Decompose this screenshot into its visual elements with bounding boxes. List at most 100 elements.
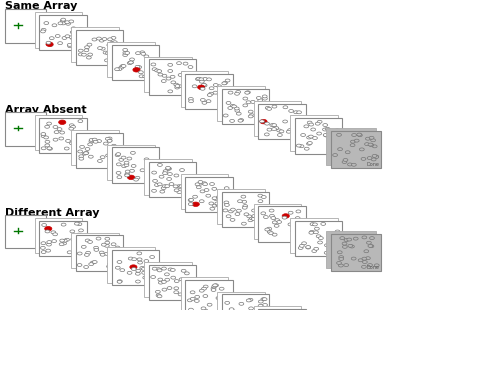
Circle shape bbox=[338, 251, 342, 254]
Circle shape bbox=[174, 280, 179, 283]
Circle shape bbox=[248, 298, 253, 301]
Circle shape bbox=[366, 241, 372, 244]
Circle shape bbox=[274, 127, 278, 130]
Circle shape bbox=[344, 238, 349, 241]
Circle shape bbox=[64, 238, 70, 241]
Circle shape bbox=[59, 243, 64, 246]
Circle shape bbox=[198, 182, 202, 185]
Circle shape bbox=[158, 278, 162, 281]
Circle shape bbox=[130, 151, 136, 154]
Circle shape bbox=[298, 247, 303, 250]
Circle shape bbox=[243, 104, 248, 107]
Circle shape bbox=[106, 137, 110, 140]
Circle shape bbox=[108, 42, 113, 45]
Circle shape bbox=[265, 228, 270, 231]
Circle shape bbox=[335, 129, 340, 132]
Circle shape bbox=[203, 309, 208, 312]
Circle shape bbox=[296, 111, 302, 114]
Circle shape bbox=[232, 318, 236, 321]
Circle shape bbox=[258, 99, 262, 102]
Circle shape bbox=[53, 233, 58, 236]
Circle shape bbox=[112, 41, 117, 44]
Circle shape bbox=[212, 285, 216, 288]
Circle shape bbox=[183, 89, 188, 92]
Circle shape bbox=[236, 209, 242, 212]
Circle shape bbox=[374, 357, 378, 360]
Circle shape bbox=[190, 297, 195, 300]
Circle shape bbox=[136, 272, 140, 275]
Circle shape bbox=[362, 265, 366, 268]
Circle shape bbox=[179, 278, 184, 281]
Circle shape bbox=[188, 98, 194, 100]
Circle shape bbox=[218, 295, 224, 298]
Circle shape bbox=[150, 274, 155, 277]
Circle shape bbox=[210, 207, 214, 210]
Circle shape bbox=[370, 361, 374, 364]
Circle shape bbox=[297, 320, 302, 323]
Circle shape bbox=[243, 205, 248, 208]
Circle shape bbox=[100, 47, 105, 50]
Circle shape bbox=[288, 211, 293, 214]
Circle shape bbox=[73, 245, 78, 248]
Circle shape bbox=[70, 124, 74, 127]
Circle shape bbox=[157, 295, 162, 298]
Circle shape bbox=[372, 158, 376, 161]
Circle shape bbox=[216, 297, 221, 300]
Circle shape bbox=[328, 349, 333, 352]
Circle shape bbox=[152, 68, 157, 71]
Circle shape bbox=[169, 183, 174, 185]
Circle shape bbox=[261, 103, 266, 106]
Circle shape bbox=[296, 328, 301, 331]
Circle shape bbox=[89, 263, 94, 266]
Circle shape bbox=[154, 184, 160, 187]
Circle shape bbox=[188, 199, 193, 202]
Circle shape bbox=[46, 249, 50, 252]
Bar bbox=[222, 294, 269, 330]
Circle shape bbox=[222, 81, 228, 84]
Circle shape bbox=[177, 191, 182, 194]
Bar bbox=[148, 265, 196, 300]
Circle shape bbox=[45, 140, 50, 143]
Circle shape bbox=[108, 265, 112, 268]
Circle shape bbox=[299, 355, 304, 358]
Circle shape bbox=[106, 52, 110, 54]
Bar bbox=[326, 128, 376, 166]
Circle shape bbox=[258, 304, 263, 307]
Circle shape bbox=[211, 287, 216, 290]
Circle shape bbox=[71, 238, 76, 241]
Circle shape bbox=[156, 290, 160, 293]
Circle shape bbox=[108, 262, 112, 265]
Circle shape bbox=[234, 107, 239, 110]
Circle shape bbox=[141, 52, 146, 55]
Circle shape bbox=[336, 349, 341, 352]
Circle shape bbox=[358, 134, 362, 137]
Circle shape bbox=[210, 183, 214, 185]
Circle shape bbox=[310, 333, 314, 336]
Circle shape bbox=[176, 185, 182, 188]
Circle shape bbox=[107, 139, 112, 142]
Circle shape bbox=[183, 292, 188, 295]
Circle shape bbox=[296, 119, 300, 122]
Circle shape bbox=[223, 209, 228, 212]
Circle shape bbox=[117, 280, 122, 283]
Circle shape bbox=[78, 49, 83, 52]
Circle shape bbox=[162, 185, 168, 188]
Circle shape bbox=[275, 219, 280, 222]
Text: Different Array: Different Array bbox=[5, 208, 100, 217]
Circle shape bbox=[242, 206, 247, 209]
Circle shape bbox=[107, 137, 112, 140]
Circle shape bbox=[115, 246, 120, 249]
Circle shape bbox=[84, 152, 89, 155]
Circle shape bbox=[350, 144, 355, 147]
Circle shape bbox=[300, 336, 304, 339]
Circle shape bbox=[275, 315, 282, 319]
Circle shape bbox=[374, 156, 378, 159]
Circle shape bbox=[323, 124, 328, 127]
Circle shape bbox=[356, 367, 360, 368]
Circle shape bbox=[306, 142, 312, 145]
Circle shape bbox=[338, 264, 344, 267]
Circle shape bbox=[84, 254, 89, 256]
Circle shape bbox=[46, 41, 51, 44]
Circle shape bbox=[92, 38, 97, 41]
Circle shape bbox=[346, 151, 350, 154]
